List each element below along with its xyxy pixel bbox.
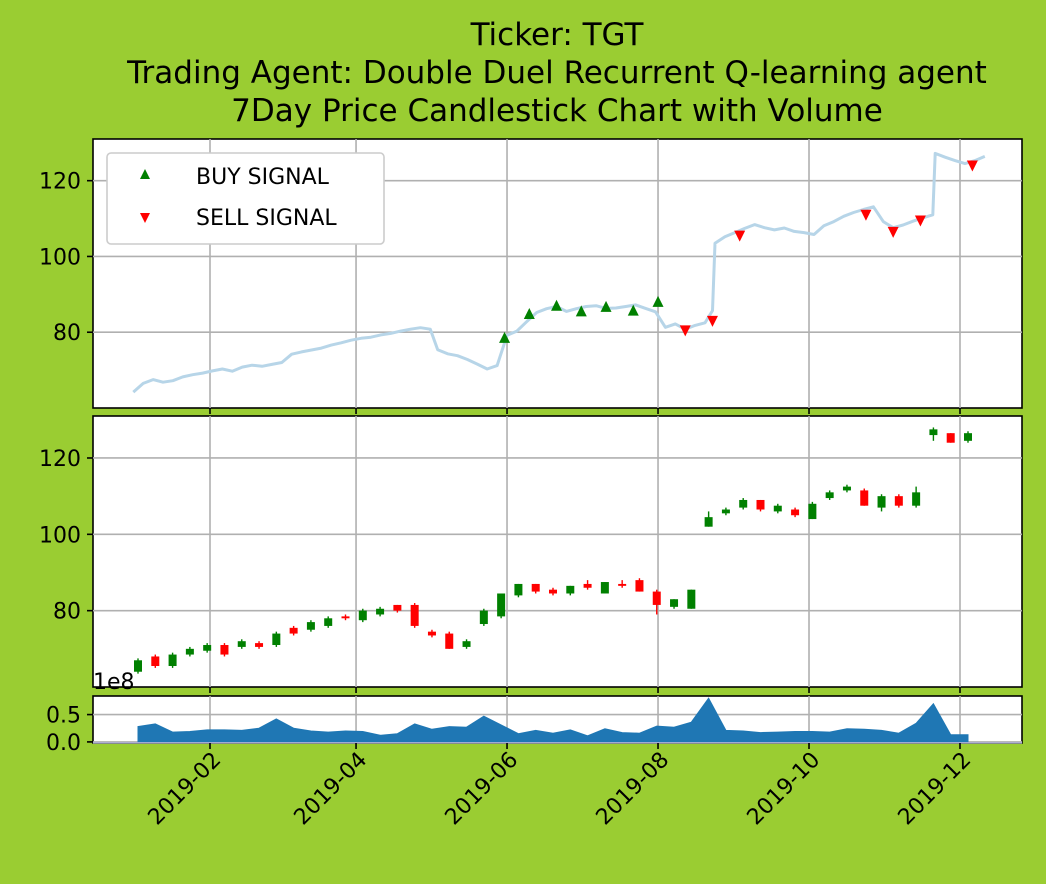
- candle-body: [479, 610, 488, 625]
- candle-body: [756, 499, 765, 510]
- candle-body: [549, 589, 557, 594]
- candles-group: [134, 427, 972, 674]
- y-tick-label: 80: [53, 321, 81, 346]
- sell-signal-marker: [734, 230, 746, 242]
- candle-body: [860, 490, 869, 506]
- candle-body: [151, 656, 160, 667]
- legend-sell-label: SELL SIGNAL: [196, 206, 337, 231]
- candle-body: [652, 591, 661, 605]
- y-tick-label: 100: [39, 245, 81, 270]
- buy-signal-marker: [652, 295, 664, 307]
- legend: BUY SIGNAL SELL SIGNAL: [106, 152, 385, 245]
- buy-signal-marker: [551, 299, 563, 311]
- candle-body: [566, 585, 575, 594]
- candle-body: [203, 645, 212, 651]
- buy-signal-marker: [499, 331, 511, 343]
- price-panel: 80 100 120 BUY SIGNAL SELL SIGNAL: [39, 138, 1023, 409]
- candle-body: [255, 643, 264, 647]
- candle-body: [324, 618, 333, 626]
- buy-signal-marker: [523, 308, 535, 320]
- candle-body: [358, 610, 367, 621]
- y-tick-label: 120: [39, 170, 81, 195]
- y-tick-label: 120: [39, 447, 81, 472]
- candle-body: [946, 433, 955, 443]
- candle-body: [445, 633, 454, 649]
- volume-y-ticks: 0.00.5: [46, 704, 93, 756]
- price-line-group: [132, 151, 986, 394]
- y-tick-label: 80: [53, 600, 81, 625]
- sell-signal-marker: [914, 215, 926, 227]
- chart-title-line-1: Ticker: TGT: [470, 17, 645, 53]
- volume-area: [137, 697, 969, 743]
- candle-body: [791, 509, 800, 516]
- sell-signal-group: [679, 160, 978, 337]
- candle-body: [721, 509, 730, 514]
- buy-signal-marker: [575, 305, 587, 317]
- candle-body: [497, 593, 506, 617]
- candle-body: [220, 645, 229, 655]
- candle-body: [289, 627, 298, 634]
- y-tick-label: 0.0: [46, 731, 81, 756]
- price-line: [132, 151, 986, 394]
- sell-signal-marker: [860, 209, 872, 221]
- candle-grid: [93, 416, 1022, 687]
- candle-body: [704, 517, 713, 527]
- candle-y-ticks: 80 100 120: [39, 447, 93, 625]
- candle-body: [237, 641, 246, 647]
- candle-body: [808, 503, 817, 520]
- candle-body: [618, 583, 627, 586]
- candle-body: [168, 654, 177, 667]
- candle-body: [427, 631, 436, 636]
- candle-body: [912, 492, 921, 506]
- buy-signal-group: [499, 295, 664, 343]
- sell-signal-marker: [887, 226, 899, 238]
- sell-signal-marker: [679, 325, 691, 337]
- legend-box: [106, 152, 385, 245]
- candle-body: [600, 582, 609, 594]
- sell-signal-marker: [706, 315, 718, 327]
- candle-body: [877, 496, 886, 508]
- candle-body: [306, 622, 315, 630]
- candle-body: [929, 429, 938, 436]
- candle-body: [670, 599, 679, 607]
- chart-title-line-3: 7Day Price Candlestick Chart with Volume: [231, 93, 883, 129]
- candle-body: [393, 604, 402, 611]
- candle-body: [964, 433, 972, 441]
- candle-panel-frame: [92, 415, 1023, 688]
- candle-body: [825, 492, 834, 499]
- volume-panel: 0.00.5 1e8: [46, 670, 1023, 756]
- candle-body: [462, 641, 471, 647]
- candle-body: [687, 589, 696, 609]
- sell-signal-marker: [966, 160, 978, 172]
- candle-body: [635, 580, 644, 592]
- candle-body: [583, 583, 592, 588]
- legend-buy-marker: [140, 169, 150, 179]
- candle-body: [842, 486, 851, 491]
- price-y-ticks: 80 100 120: [39, 170, 93, 346]
- candle-body: [410, 604, 419, 626]
- candle-body: [514, 583, 523, 596]
- candle-body: [894, 496, 903, 506]
- candle-body: [341, 616, 350, 619]
- candle-body: [272, 633, 281, 646]
- candle-panel: 80 100 120: [39, 415, 1023, 688]
- candle-body: [134, 660, 142, 672]
- candle-body: [739, 499, 748, 508]
- candle-body: [773, 505, 782, 512]
- buy-signal-marker: [600, 300, 612, 312]
- candle-body: [376, 608, 385, 615]
- volume-offset-label: 1e8: [93, 670, 135, 695]
- candle-body: [531, 583, 540, 592]
- buy-signal-marker: [627, 304, 639, 316]
- y-tick-label: 0.5: [46, 704, 81, 729]
- candle-body: [185, 648, 194, 655]
- legend-sell-marker: [140, 213, 150, 223]
- volume-area-group: [93, 697, 1022, 744]
- legend-buy-label: BUY SIGNAL: [196, 165, 330, 190]
- y-tick-label: 100: [39, 523, 81, 548]
- chart-title-line-2: Trading Agent: Double Duel Recurrent Q-l…: [126, 55, 987, 91]
